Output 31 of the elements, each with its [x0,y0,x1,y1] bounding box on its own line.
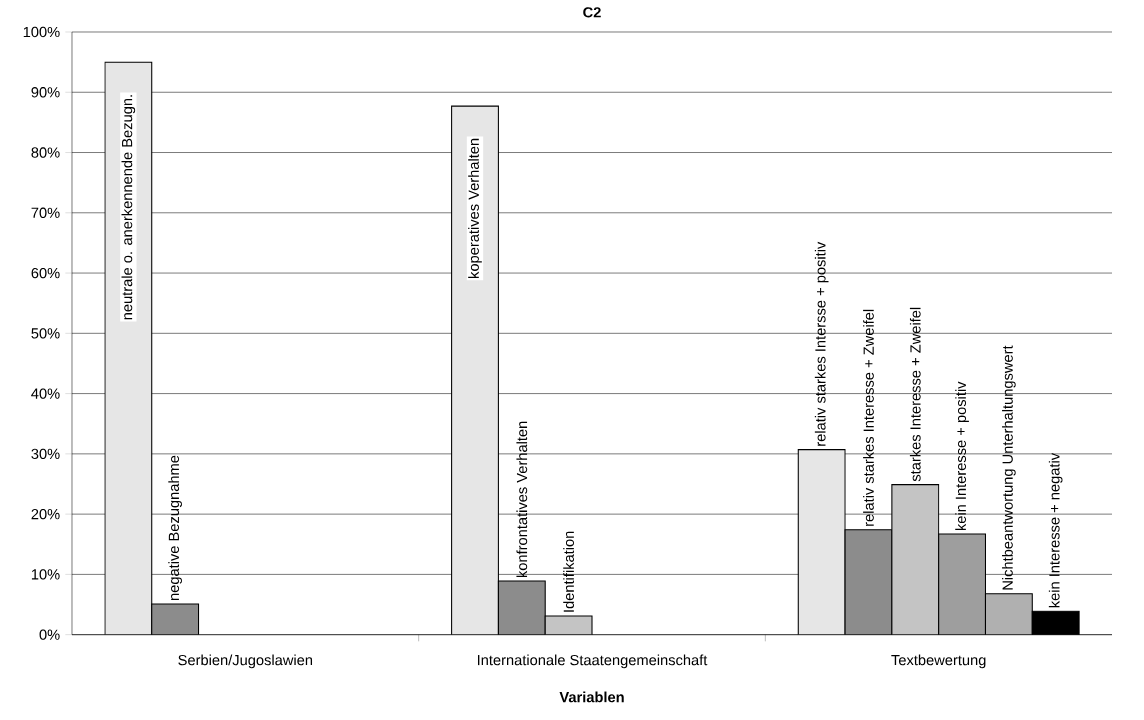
y-tick-label: 70% [31,207,60,218]
annotation: Nichtbeantwortung Unterhaltungswert [1002,345,1016,590]
y-tick-label: 30% [31,448,60,460]
y-tick-label: 20% [31,508,60,520]
y-tick-label: 80% [31,147,60,158]
annotation: relativ starkes Interesse + Zweifel [863,309,874,526]
y-tick-label: 0% [39,629,60,640]
x-tick-label: Textbewertung [891,654,986,669]
bar [844,529,893,635]
bar [891,484,940,635]
y-tick-label: 10% [31,569,60,580]
annotation: negative Bezugnahme [168,455,182,601]
bar [497,580,546,635]
y-tick-label: 40% [31,388,60,399]
y-tick-label: 50% [31,328,60,339]
x-tick-label: Serbien/Jugoslawien [178,654,313,669]
annotation: kein Interesse + positiv [955,381,969,531]
annotation: konfrontatives Verhalten [516,421,528,578]
y-tick-label: 100% [23,26,60,38]
y-tick-label: 60% [31,267,60,279]
annotation: starkes Interesse + Zweifel [909,307,921,482]
annotation: neutrale o. anerkennende Bezugn. [121,95,136,320]
x-tick-label: Internationale Staatengemeinschaft [477,654,708,669]
annotation: kein Interesse + negativ [1048,452,1063,608]
bar [151,603,200,635]
y-tick-label: 90% [31,87,60,98]
annotation: koperatives Verhalten [468,138,482,278]
chart-title: C2 [583,7,601,18]
annotation: Identifikation [563,531,574,612]
annotation: relativ starkes Intersse + positiv [814,241,829,446]
x-axis-title: Variablen [559,691,624,703]
